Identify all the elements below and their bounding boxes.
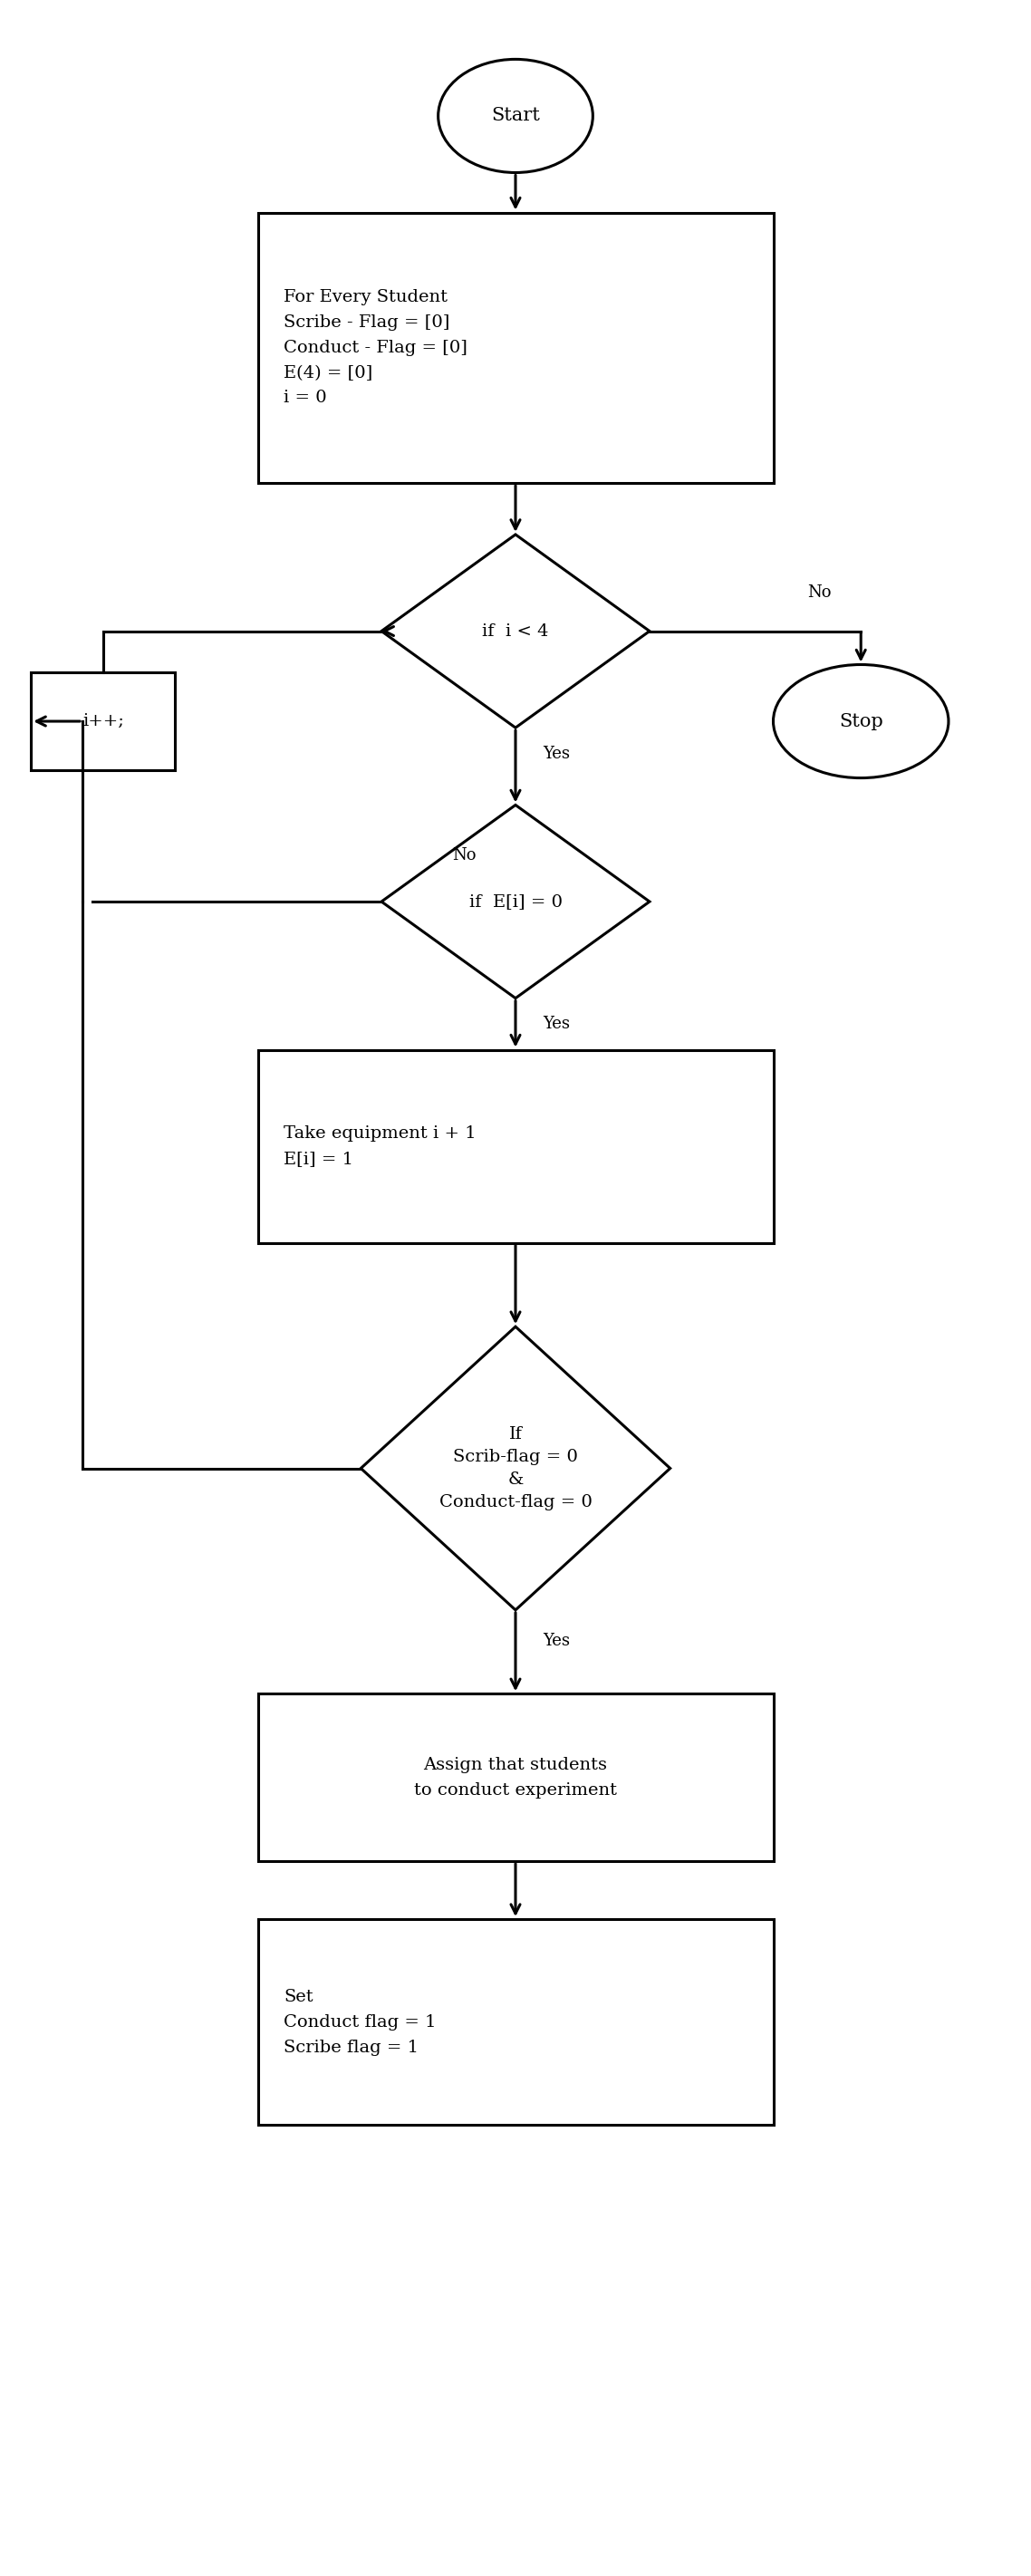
Text: if  i < 4: if i < 4 <box>483 623 548 639</box>
Text: i++;: i++; <box>82 714 124 729</box>
Text: if  E[i] = 0: if E[i] = 0 <box>469 894 562 909</box>
Text: Yes: Yes <box>543 744 570 762</box>
Text: Assign that students
to conduct experiment: Assign that students to conduct experime… <box>414 1757 617 1798</box>
Text: Stop: Stop <box>839 714 883 729</box>
Text: Yes: Yes <box>543 1015 570 1033</box>
Text: Start: Start <box>491 108 540 124</box>
Text: Set
Conduct flag = 1
Scribe flag = 1: Set Conduct flag = 1 Scribe flag = 1 <box>284 1989 436 2056</box>
Text: Take equipment i + 1
E[i] = 1: Take equipment i + 1 E[i] = 1 <box>284 1126 476 1167</box>
Text: For Every Student
Scribe - Flag = [0]
Conduct - Flag = [0]
E(4) = [0]
i = 0: For Every Student Scribe - Flag = [0] Co… <box>284 289 467 407</box>
Text: Yes: Yes <box>543 1633 570 1649</box>
Text: No: No <box>452 848 476 863</box>
Text: No: No <box>807 585 832 600</box>
Text: If
Scrib-flag = 0
&
Conduct-flag = 0: If Scrib-flag = 0 & Conduct-flag = 0 <box>439 1427 592 1510</box>
